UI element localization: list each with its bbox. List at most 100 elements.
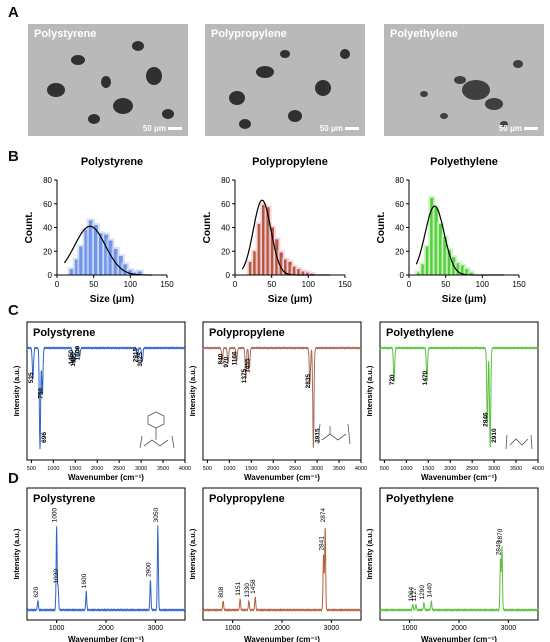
chain-icon: [321, 433, 347, 441]
peak-label: 1470: [422, 370, 429, 385]
y-tick-label: 20: [221, 247, 230, 256]
histogram-bar: [123, 264, 128, 275]
histogram-bar: [288, 261, 292, 275]
histogram-bar: [270, 227, 274, 275]
x-tick-label: 2500: [113, 466, 125, 472]
x-tick-label: 4000: [179, 466, 191, 472]
peak-label: 1490: [70, 352, 77, 367]
histogram-bar: [443, 237, 447, 275]
histogram-bar: [74, 259, 79, 275]
peak-label: 1600: [81, 573, 88, 588]
peak-label: 1455: [244, 358, 251, 373]
x-tick-label: 4000: [532, 466, 544, 472]
plot-frame: [26, 487, 186, 621]
histogram-bar: [306, 272, 310, 275]
peak-label: 1450: [68, 350, 75, 365]
histogram-bar: [297, 269, 301, 275]
histogram-bar: [99, 233, 103, 275]
x-tick-label: 2000: [444, 466, 456, 472]
y-tick-label: 0: [400, 271, 405, 280]
x-axis-label: Size (μm): [442, 294, 486, 305]
x-tick-label: 4000: [355, 466, 367, 472]
peak-label: 2915: [314, 428, 321, 443]
scale-bar: [524, 127, 538, 130]
scale-label: 50 μm: [142, 124, 166, 133]
x-tick-label: 2000: [274, 625, 290, 632]
peak-label: 1151: [235, 581, 242, 595]
peak-label: 1127: [411, 587, 418, 601]
y-tick-label: 0: [226, 271, 231, 280]
histogram-polyethylene: Polyethylene 0 20 40 60 80 0 50 100 150 Size (μm) C…: [376, 156, 526, 305]
scale-label: 50 μm: [498, 124, 522, 133]
plot-frame: [379, 487, 539, 621]
histogram-bar-shadow: [308, 271, 316, 275]
x-tick-label: 100: [302, 280, 316, 289]
y-axis-label: Intensity (a.u.): [188, 528, 197, 579]
raman-spectrum-polystyrene: 620 1000 1030 1600 2900 3050 Polystyrene 1000 20…: [12, 487, 186, 642]
x-tick-label: 1000: [225, 625, 241, 632]
x-tick-label: 150: [512, 280, 526, 289]
x-tick-label: 3000: [324, 625, 340, 632]
y-tick-label: 60: [221, 200, 230, 209]
y-tick-label: 40: [221, 224, 230, 233]
histogram-bar: [425, 246, 429, 275]
x-tick-label: 100: [124, 280, 138, 289]
micrograph-polypropylene: Polypropylene 50 μm: [205, 24, 365, 136]
peak-label: 1000: [52, 508, 59, 523]
x-axis-label: Wavenumber (cm⁻¹): [421, 635, 497, 642]
histogram-bar: [128, 270, 133, 275]
x-tick-label: 2500: [289, 466, 301, 472]
histogram-bar: [257, 223, 261, 275]
x-tick-label: 3500: [510, 466, 522, 472]
spectrum-line: [202, 528, 362, 613]
histogram-bar: [430, 197, 434, 275]
histogram-bar: [262, 204, 266, 275]
x-tick-label: 2500: [466, 466, 478, 472]
plot-frame: [379, 321, 539, 461]
peak-label: 2900: [145, 562, 152, 577]
y-tick-label: 0: [48, 271, 53, 280]
raman-spectrum-polypropylene: 808 1151 1330 1458 2841 2874 Polypropylene 1000…: [188, 487, 362, 642]
y-axis-label: Intensity (a.u.): [188, 365, 197, 416]
x-tick-label: 3500: [157, 466, 169, 472]
histogram-bar: [469, 272, 473, 275]
histogram-bar: [108, 240, 113, 275]
x-axis-label: Size (μm): [90, 294, 134, 305]
x-tick-label: 2000: [451, 625, 467, 632]
histogram-bar: [416, 272, 421, 275]
particle-field: [420, 60, 523, 127]
spectrum-title: Polypropylene: [209, 493, 285, 505]
histogram-bar: [447, 250, 451, 275]
peak-label: 2835: [305, 374, 312, 389]
panel-letter-b: B: [8, 148, 19, 165]
x-tick-label: 2000: [98, 625, 114, 632]
bracket-icon: [139, 435, 175, 449]
peak-label: 2840: [495, 540, 502, 555]
histogram-bar: [248, 261, 252, 275]
bracket-icon: [505, 434, 533, 450]
x-tick-label: 1000: [223, 466, 235, 472]
x-tick-label: 2000: [267, 466, 279, 472]
chain-icon: [509, 438, 529, 446]
x-tick-label: 100: [476, 280, 490, 289]
styrene-structure-icon: [139, 411, 175, 449]
y-tick-label: 20: [395, 247, 404, 256]
peak-label: 620: [33, 586, 40, 597]
x-tick-label: 3000: [501, 625, 517, 632]
peak-label: 3050: [153, 508, 160, 523]
y-axis-label: Intensity (a.u.): [365, 528, 374, 579]
x-tick-label: 500: [380, 466, 389, 472]
x-axis-label: Wavenumber (cm⁻¹): [68, 635, 144, 642]
panel-letter-c: C: [8, 302, 19, 319]
x-tick-label: 3000: [135, 466, 147, 472]
plot-frame: [26, 321, 186, 461]
x-tick-label: 500: [27, 466, 36, 472]
x-tick-label: 500: [203, 466, 212, 472]
histogram-title: Polypropylene: [252, 156, 328, 168]
y-tick-label: 80: [221, 176, 230, 185]
x-tick-label: 1000: [47, 466, 59, 472]
